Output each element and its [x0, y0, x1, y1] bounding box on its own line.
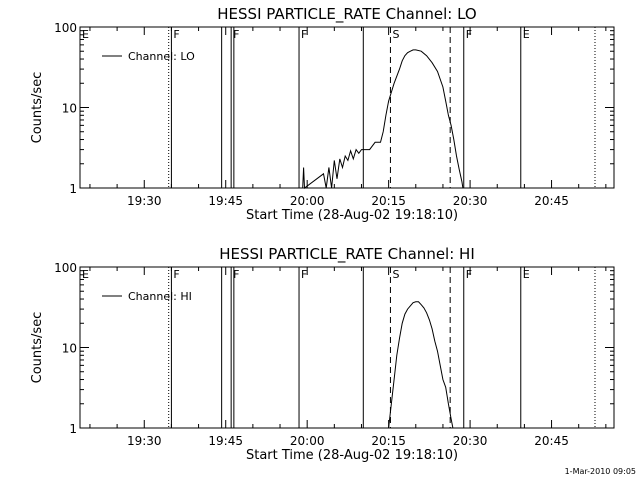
panel-2-marker-label: S — [392, 268, 399, 281]
panel-1-marker-label: F — [301, 28, 307, 41]
panel-2-legend-label: Channel: HI — [128, 290, 192, 303]
panel-2-y-tick-label: 1 — [69, 422, 77, 436]
panel-1-title: HESSI PARTICLE_RATE Channel: LO — [217, 5, 476, 24]
panel-2-x-tick-label: 19:45 — [208, 434, 243, 448]
panel-1-y-tick-label: 100 — [54, 21, 77, 35]
panel-2-series-line — [388, 301, 454, 429]
panel-1-x-tick-label: 20:15 — [371, 194, 406, 208]
panel-1-marker-label: F — [466, 28, 472, 41]
panel-1-x-tick-label: 20:30 — [453, 194, 488, 208]
panel-2-x-tick-label: 20:45 — [534, 434, 569, 448]
panel-1-marker-label: E — [82, 28, 89, 41]
panel-1-marker-label: E — [523, 28, 530, 41]
panel-1-marker-label: S — [392, 28, 399, 41]
panel-2-y-tick-label: 100 — [54, 261, 77, 275]
panel-1-marker-label: F — [233, 28, 239, 41]
panel-1-series-line — [302, 49, 464, 189]
panel-1-x-tick-label: 20:45 — [534, 194, 569, 208]
panel-1-x-tick-label: 19:45 — [208, 194, 243, 208]
panel-2-marker-label: E — [82, 268, 89, 281]
plot-timestamp: 1-Mar-2010 09:05 — [565, 467, 636, 476]
panel-2-x-tick-label: 20:30 — [453, 434, 488, 448]
panel-2-marker-label: F — [233, 268, 239, 281]
panel-2-marker-label: E — [523, 268, 530, 281]
panel-2-marker-label: F — [466, 268, 472, 281]
panel-2-x-tick-label: 19:30 — [127, 434, 162, 448]
panel-1-x-tick-label: 20:00 — [290, 194, 325, 208]
panel-1-y-axis-label: Counts/sec — [30, 72, 45, 144]
panel-2-marker-label: F — [301, 268, 307, 281]
panel-1-x-tick-label: 19:30 — [127, 194, 162, 208]
panel-2-title: HESSI PARTICLE_RATE Channel: HI — [219, 245, 475, 264]
panel-2-y-tick-label: 10 — [62, 342, 77, 356]
panel-2-x-tick-label: 20:15 — [371, 434, 406, 448]
panel-2-x-axis-label: Start Time (28-Aug-02 19:18:10) — [246, 448, 458, 463]
panel-1-x-axis-label: Start Time (28-Aug-02 19:18:10) — [246, 208, 458, 223]
panel-2-marker-label: F — [173, 268, 179, 281]
panel-1-legend-label: Channel: LO — [128, 50, 195, 63]
panel-2-y-axis-label: Counts/sec — [30, 312, 45, 384]
panel-1-y-tick-label: 1 — [69, 182, 77, 196]
panel-2-x-tick-label: 20:00 — [290, 434, 325, 448]
panel-1-marker-label: F — [173, 28, 179, 41]
panel-1-y-tick-label: 10 — [62, 102, 77, 116]
